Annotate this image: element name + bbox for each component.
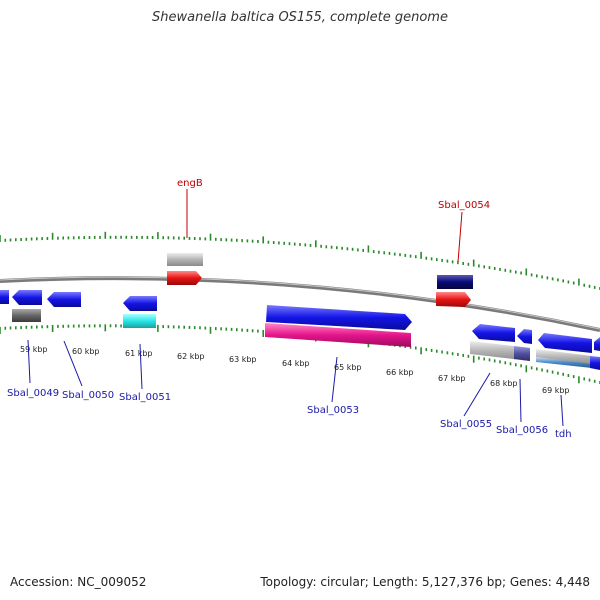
gene-Sbal_0055[interactable] [470, 324, 532, 361]
gene-arrows-left[interactable] [0, 290, 81, 322]
gene-Sbal_0051[interactable] [123, 296, 157, 328]
gene-label-Sbal_0055[interactable]: Sbal_0055 [440, 419, 492, 430]
kbp-label: 61 kbp [125, 349, 153, 358]
gene-tdh[interactable] [536, 333, 600, 370]
kbp-label: 62 kbp [177, 352, 205, 361]
kbp-label: 69 kbp [542, 386, 570, 395]
outer-tick-ring [0, 231, 600, 290]
kbp-label: 67 kbp [438, 374, 466, 383]
accession-label: Accession: NC_009052 [10, 575, 147, 589]
gene-label-Sbal_0056[interactable]: Sbal_0056 [496, 425, 548, 436]
gene-label-Sbal_0049[interactable]: Sbal_0049 [7, 388, 59, 399]
gene-Sbal_0054[interactable] [436, 275, 473, 307]
gene-label-engB[interactable]: engB [177, 178, 203, 189]
kbp-label: 60 kbp [72, 347, 100, 356]
topology-label: Topology: circular; Length: 5,127,376 bp… [260, 575, 590, 589]
genome-backbone [0, 276, 600, 332]
kbp-labels: 59 kbp 60 kbp 61 kbp 62 kbp 63 kbp 64 kb… [20, 345, 570, 395]
kbp-label: 59 kbp [20, 345, 48, 354]
kbp-label: 65 kbp [334, 363, 362, 372]
kbp-label: 64 kbp [282, 359, 310, 368]
gene-label-Sbal_0050[interactable]: Sbal_0050 [62, 390, 114, 401]
kbp-label: 63 kbp [229, 355, 257, 364]
gene-label-tdh[interactable]: tdh [555, 429, 572, 440]
gene-engB[interactable] [167, 253, 203, 285]
gene-label-Sbal_0051[interactable]: Sbal_0051 [119, 392, 171, 403]
gene-Sbal_0053[interactable] [265, 305, 412, 347]
gene-label-Sbal_0054[interactable]: Sbal_0054 [438, 200, 490, 211]
kbp-label: 68 kbp [490, 379, 518, 388]
map-title: Shewanella baltica OS155, complete genom… [152, 10, 448, 25]
kbp-label: 66 kbp [386, 368, 414, 377]
gene-label-Sbal_0053[interactable]: Sbal_0053 [307, 405, 359, 416]
